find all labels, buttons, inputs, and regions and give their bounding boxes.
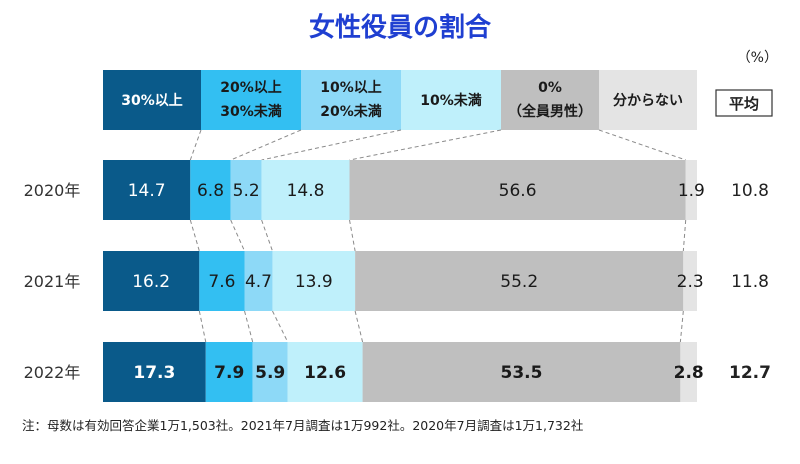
average-header-box [715, 89, 773, 117]
legend-label: 0% [538, 80, 562, 96]
connector-line [598, 129, 686, 161]
connector-lines [189, 129, 687, 343]
segment-value-label: 7.6 [208, 272, 235, 292]
bar-segment [103, 251, 200, 311]
segment-value-label: 6.8 [197, 181, 224, 201]
legend-label: 10%未満 [420, 92, 482, 109]
bar-segment [190, 160, 231, 220]
segment-value-label: 17.3 [133, 363, 175, 383]
segment-value-label: 14.8 [287, 181, 325, 201]
segment-value-label: 56.6 [499, 181, 537, 201]
connector-line [354, 310, 364, 343]
connector-line [682, 219, 687, 252]
legend-label: 20%未満 [320, 103, 382, 120]
bar-segment [199, 251, 245, 311]
bar-segment [230, 160, 262, 220]
bar-segment [205, 342, 253, 402]
connector-line [230, 219, 245, 252]
connector-line [198, 310, 207, 343]
bar-segment [680, 342, 697, 402]
bar-segment [683, 251, 697, 311]
connector-line [189, 219, 200, 252]
connector-line [244, 310, 254, 343]
segment-value-label: 14.7 [128, 181, 166, 201]
segment-value-label: 1.9 [678, 181, 705, 201]
segment-value-label: 7.9 [214, 363, 244, 383]
year-label: 2022年 [24, 363, 81, 382]
bar-segment [244, 251, 273, 311]
bars: 2020年 14.7 6.8 5.2 14.8 56.6 1.9 10.8 2021年 16.2 7… [24, 160, 771, 402]
segment-value-label: 2.3 [677, 272, 704, 292]
legend-label: （全員男性） [508, 103, 592, 120]
footnote: 注：母数は有効回答企業1万1,503社。2021年7月調査は1万992社。202… [22, 418, 583, 433]
legend: 30%以上 20%以上 30%未満 10%以上 20%未満 10%未満 0% （全員男性） 分か… [103, 70, 697, 130]
bar-row-2022年: 2022年 17.3 7.9 5.9 12.6 53.5 2.8 12.7 [24, 342, 771, 402]
connector-line [230, 129, 302, 161]
legend-swatch-0 [103, 70, 201, 130]
bar-row-2020年: 2020年 14.7 6.8 5.2 14.8 56.6 1.9 10.8 [24, 160, 769, 220]
legend-swatch-5 [599, 70, 697, 130]
bar-segment [261, 160, 350, 220]
bar-segment [272, 251, 356, 311]
year-label: 2021年 [24, 272, 81, 291]
bar-row-2021年: 2021年 16.2 7.6 4.7 13.9 55.2 2.3 11.8 [24, 251, 769, 311]
segment-value-label: 16.2 [132, 272, 170, 292]
connector-line [679, 310, 684, 343]
unit-label: （%） [737, 50, 778, 66]
legend-swatch-3 [401, 70, 501, 130]
bar-segment [349, 160, 686, 220]
connector-line [349, 219, 356, 252]
bar-segment [355, 251, 684, 311]
average-value: 12.7 [729, 363, 771, 383]
segment-value-label: 5.2 [233, 181, 260, 201]
average-header-label: 平均 [729, 95, 759, 113]
legend-swatch-2 [301, 70, 401, 130]
legend-label: 30%以上 [121, 93, 183, 109]
segment-value-label: 2.8 [674, 363, 704, 383]
bar-segment [252, 342, 288, 402]
segment-value-label: 5.9 [255, 363, 285, 383]
legend-swatch-4 [501, 70, 599, 130]
segment-value-label: 4.7 [245, 272, 272, 292]
segment-value-label: 55.2 [500, 272, 538, 292]
connector-line [272, 310, 289, 343]
segment-value-label: 53.5 [500, 363, 542, 383]
bar-segment [685, 160, 697, 220]
legend-label: 10%以上 [320, 80, 382, 96]
legend-swatch-1 [201, 70, 301, 130]
bar-segment [362, 342, 681, 402]
connector-line [261, 129, 402, 161]
bar-segment [287, 342, 363, 402]
segment-value-label: 12.6 [304, 363, 346, 383]
bar-segment [103, 160, 191, 220]
year-label: 2020年 [24, 181, 81, 200]
legend-label: 分からない [613, 93, 683, 109]
connector-line [261, 219, 273, 252]
segment-value-label: 13.9 [295, 272, 333, 292]
average-header: 平均 [715, 89, 773, 117]
average-value: 11.8 [731, 272, 769, 292]
connector-line [349, 129, 502, 161]
legend-label: 20%以上 [220, 80, 282, 96]
legend-label: 30%未満 [220, 103, 282, 120]
connector-line [189, 129, 202, 161]
chart-title: 女性役員の割合 [309, 12, 492, 43]
average-value: 10.8 [731, 181, 769, 201]
bar-segment [103, 342, 206, 402]
